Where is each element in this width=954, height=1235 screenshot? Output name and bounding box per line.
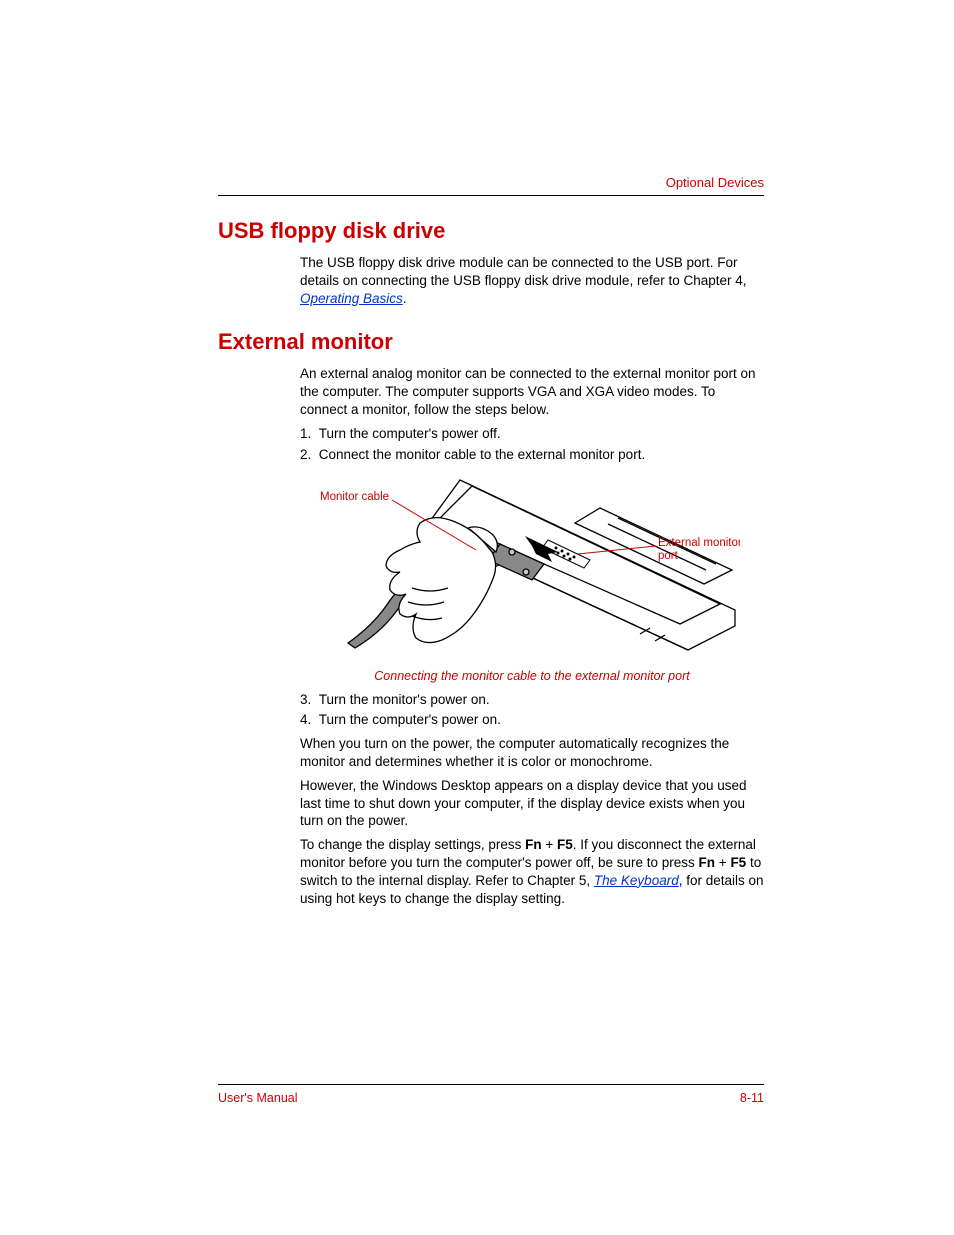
figure-monitor-cable: Monitor cable External monitor port	[300, 468, 764, 663]
steps-list-b: 3. Turn the monitor's power on. 4. Turn …	[300, 691, 764, 730]
header-section-label: Optional Devices	[666, 175, 764, 190]
content-area: USB floppy disk drive The USB floppy dis…	[218, 218, 764, 907]
usb-para-post: .	[403, 291, 407, 306]
key-fn-2: Fn	[699, 855, 716, 870]
link-the-keyboard[interactable]: The Keyboard	[594, 873, 679, 888]
usb-para-pre: The USB floppy disk drive module can be …	[300, 255, 747, 288]
figure-svg: Monitor cable External monitor port	[300, 468, 740, 658]
page: Optional Devices USB floppy disk drive T…	[0, 0, 954, 1235]
section-title-external-monitor: External monitor	[218, 329, 764, 355]
footer-right: 8-11	[740, 1091, 764, 1105]
section-monitor-body-2: 3. Turn the monitor's power on. 4. Turn …	[300, 691, 764, 908]
monitor-intro: An external analog monitor can be connec…	[300, 365, 764, 418]
step-3: 3. Turn the monitor's power on.	[300, 691, 764, 709]
figure-caption: Connecting the monitor cable to the exte…	[300, 669, 764, 683]
key-f5-2: F5	[730, 855, 746, 870]
callout-ext-port-1: External monitor	[658, 537, 740, 549]
header-rule	[218, 195, 764, 196]
monitor-para2: When you turn on the power, the computer…	[300, 735, 764, 771]
monitor-para3: However, the Windows Desktop appears on …	[300, 777, 764, 830]
key-fn-1: Fn	[525, 837, 542, 852]
steps-list-a: 1. Turn the computer's power off. 2. Con…	[300, 425, 764, 464]
step-1: 1. Turn the computer's power off.	[300, 425, 764, 443]
section-usb-body: The USB floppy disk drive module can be …	[300, 254, 764, 307]
section-monitor-body: An external analog monitor can be connec…	[300, 365, 764, 463]
footer-left: User's Manual	[218, 1091, 298, 1105]
usb-paragraph: The USB floppy disk drive module can be …	[300, 254, 764, 307]
key-f5-1: F5	[557, 837, 573, 852]
monitor-para4: To change the display settings, press Fn…	[300, 836, 764, 907]
footer-rule	[218, 1084, 764, 1085]
step-2: 2. Connect the monitor cable to the exte…	[300, 446, 764, 464]
link-operating-basics[interactable]: Operating Basics	[300, 291, 403, 306]
step-4: 4. Turn the computer's power on.	[300, 711, 764, 729]
callout-ext-port-2: port	[658, 550, 679, 562]
callout-monitor-cable: Monitor cable	[320, 491, 389, 503]
section-title-usb: USB floppy disk drive	[218, 218, 764, 244]
